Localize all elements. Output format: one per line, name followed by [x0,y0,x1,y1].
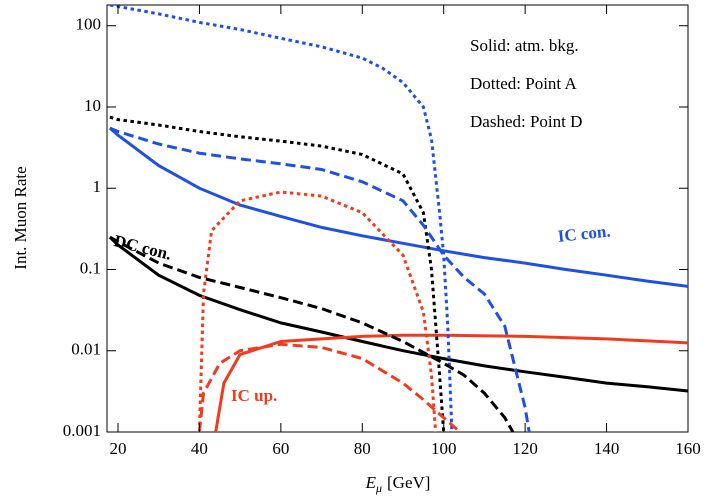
line [109,235,515,432]
x-tick-label: 120 [512,439,538,458]
y-tick-label: 1 [93,177,102,196]
x-axis-label: Eμ [GeV] [365,473,431,495]
annotation: Solid: atm. bkg. [470,36,579,55]
annotation: DC con. [112,231,173,264]
annotation: Dotted: Point A [470,74,577,93]
annotation: IC con. [557,221,612,245]
y-tick-label: 0.01 [71,340,101,359]
line [214,333,688,432]
annotation: Dashed: Point D [470,112,582,131]
y-axis-label: Int. Muon Rate [11,166,30,269]
line [108,236,688,393]
annotation: IC up. [231,386,277,405]
line [197,342,461,432]
x-tick-label: 100 [431,439,457,458]
line [109,115,446,432]
line [109,5,454,432]
y-tick-label: 100 [76,15,102,34]
line [109,126,531,432]
x-label-unit: [GeV] [387,473,430,492]
x-tick-label: 40 [191,439,208,458]
y-tick-label: 10 [84,96,101,115]
x-label-symbol: E [365,473,377,492]
y-tick-label: 0.001 [63,421,101,440]
x-tick-label: 60 [272,439,289,458]
plot-frame [106,4,689,433]
x-tick-label: 20 [109,439,126,458]
y-tick-label: 0.1 [80,258,101,277]
x-tick-label: 140 [594,439,620,458]
x-tick-label: 160 [675,439,701,458]
x-label-subscript: μ [375,481,382,495]
lines [108,5,688,432]
x-tick-label: 80 [354,439,371,458]
line [108,126,688,288]
